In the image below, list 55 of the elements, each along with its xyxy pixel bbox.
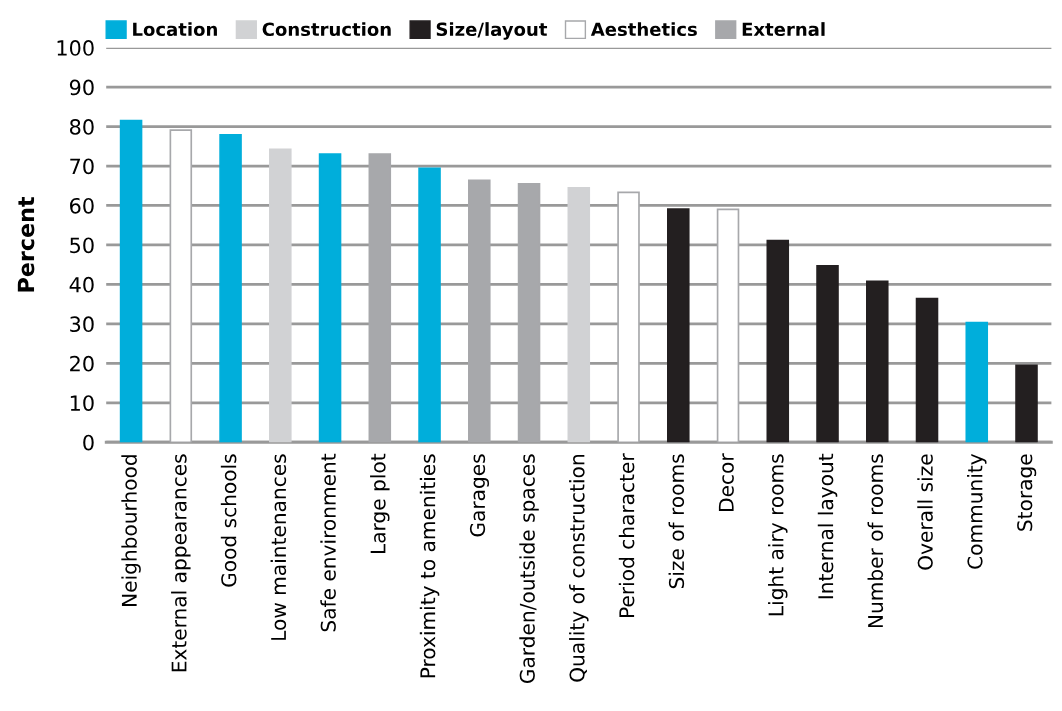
- y-tick-label: 100: [57, 40, 94, 56]
- x-tick-label: Light airy rooms: [768, 454, 788, 616]
- x-tick-label: Decor: [718, 453, 734, 511]
- y-tick-label: 60: [70, 197, 94, 214]
- y-tick-label: 0: [83, 434, 94, 451]
- bar: [567, 186, 591, 443]
- y-tick-label: 90: [69, 79, 94, 96]
- bar: [468, 179, 491, 443]
- x-tick-label: Overall size: [917, 454, 933, 570]
- y-axis-title: Percent: [17, 196, 35, 292]
- bar: [368, 153, 392, 443]
- x-tick-label: Proximity to amenities: [419, 454, 440, 678]
- x-tick-label: Period character: [618, 453, 635, 617]
- bar: [915, 297, 939, 443]
- bar: [418, 167, 441, 443]
- bar: [617, 191, 640, 443]
- x-tick-label: Safe environment: [320, 453, 336, 632]
- x-tick-label: Number of rooms: [867, 454, 884, 628]
- y-tick-label: 50: [70, 237, 94, 254]
- bar: [965, 321, 989, 443]
- bar: [517, 182, 541, 443]
- x-tick-label: Quality of construction: [569, 455, 589, 682]
- x-tick-label: Neighbourhood: [121, 455, 141, 606]
- bar: [816, 265, 839, 443]
- legend-label: Aesthetics: [590, 22, 697, 37]
- bar: [1015, 364, 1038, 443]
- legend-label: External: [742, 22, 825, 37]
- x-tick-label: Size of rooms: [668, 454, 685, 589]
- bar: [169, 129, 193, 443]
- y-tick-label: 40: [69, 276, 94, 293]
- bar: [219, 134, 242, 443]
- bar: [318, 153, 342, 443]
- bar: [269, 148, 292, 443]
- bar: [716, 208, 740, 443]
- x-tick-label: Community: [967, 453, 987, 569]
- y-tick-label: 20: [70, 355, 94, 372]
- x-tick-label: Internal layout: [817, 453, 838, 599]
- legend-label: Location: [133, 22, 217, 37]
- x-tick-label: Low maintenances: [270, 454, 287, 640]
- bar: [766, 239, 790, 443]
- legend-label: Construction: [262, 22, 391, 37]
- x-tick-label: External appearances: [171, 454, 191, 672]
- y-tick-label: 10: [70, 395, 94, 411]
- y-tick-label: 70: [70, 158, 94, 175]
- x-tick-label: Garden/outside spaces: [519, 454, 539, 684]
- bar: [667, 208, 690, 443]
- legend-label: Size/layout: [436, 22, 548, 40]
- x-tick-label: Good schools: [220, 454, 237, 587]
- y-tick-label: 30: [70, 316, 94, 333]
- bar: [119, 119, 143, 443]
- y-tick-label: 80: [69, 119, 94, 135]
- x-tick-label: Large plot: [370, 453, 390, 554]
- bar: [865, 280, 889, 443]
- x-tick-label: Storage: [1017, 454, 1037, 531]
- x-tick-label: Garages: [469, 454, 490, 537]
